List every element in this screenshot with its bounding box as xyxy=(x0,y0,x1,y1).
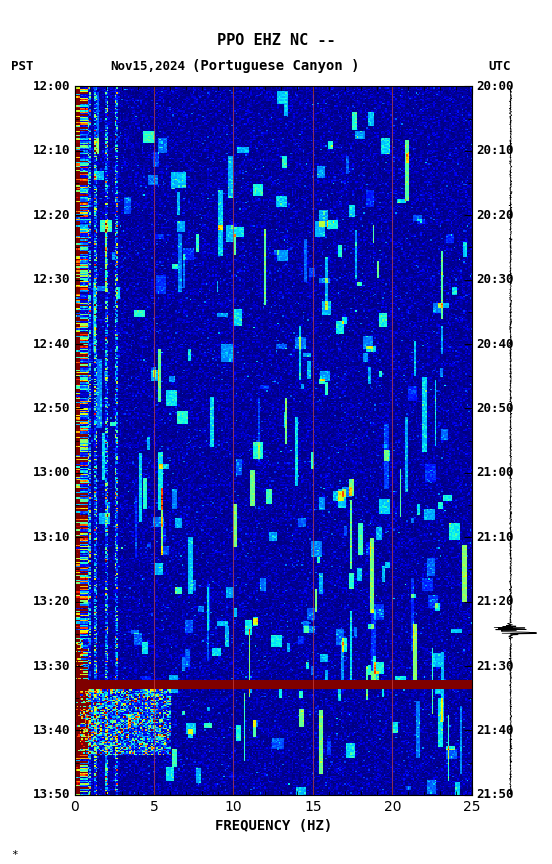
Text: UTC: UTC xyxy=(488,60,511,73)
Text: 13:30: 13:30 xyxy=(33,659,71,672)
Text: 12:50: 12:50 xyxy=(33,402,71,415)
Text: 13:40: 13:40 xyxy=(33,724,71,737)
Text: 20:20: 20:20 xyxy=(476,209,513,222)
Text: (Portuguese Canyon ): (Portuguese Canyon ) xyxy=(192,60,360,73)
Text: 20:10: 20:10 xyxy=(476,144,513,157)
Text: 13:00: 13:00 xyxy=(33,467,71,480)
Text: 12:10: 12:10 xyxy=(33,144,71,157)
X-axis label: FREQUENCY (HZ): FREQUENCY (HZ) xyxy=(215,819,332,833)
Text: 12:40: 12:40 xyxy=(33,338,71,351)
Text: 21:00: 21:00 xyxy=(476,467,513,480)
Text: 21:20: 21:20 xyxy=(476,595,513,608)
Text: 12:20: 12:20 xyxy=(33,209,71,222)
Text: 20:00: 20:00 xyxy=(476,79,513,93)
Text: PPO EHZ NC --: PPO EHZ NC -- xyxy=(217,33,335,48)
Text: 20:40: 20:40 xyxy=(476,338,513,351)
Text: 21:40: 21:40 xyxy=(476,724,513,737)
Text: PST: PST xyxy=(11,60,34,73)
Text: 21:10: 21:10 xyxy=(476,530,513,543)
Text: *: * xyxy=(11,849,18,860)
Text: 21:30: 21:30 xyxy=(476,659,513,672)
Text: 13:10: 13:10 xyxy=(33,530,71,543)
Text: 20:30: 20:30 xyxy=(476,273,513,286)
Text: 12:00: 12:00 xyxy=(33,79,71,93)
Text: 13:20: 13:20 xyxy=(33,595,71,608)
Text: 21:50: 21:50 xyxy=(476,788,513,802)
Text: 13:50: 13:50 xyxy=(33,788,71,802)
Text: 20:50: 20:50 xyxy=(476,402,513,415)
Text: Nov15,2024: Nov15,2024 xyxy=(110,60,185,73)
Text: 12:30: 12:30 xyxy=(33,273,71,286)
